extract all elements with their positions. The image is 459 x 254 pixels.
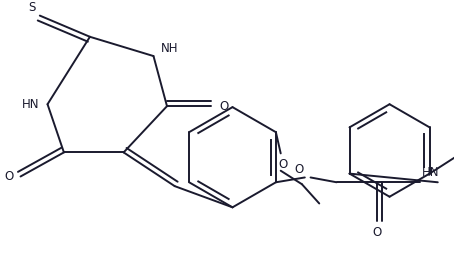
Text: O: O — [219, 100, 228, 113]
Text: O: O — [294, 163, 303, 176]
Text: NH: NH — [161, 42, 179, 55]
Text: HN: HN — [421, 166, 439, 179]
Text: O: O — [277, 158, 286, 171]
Text: O: O — [4, 170, 14, 183]
Text: S: S — [28, 1, 36, 14]
Text: HN: HN — [22, 98, 40, 111]
Text: O: O — [372, 226, 381, 239]
